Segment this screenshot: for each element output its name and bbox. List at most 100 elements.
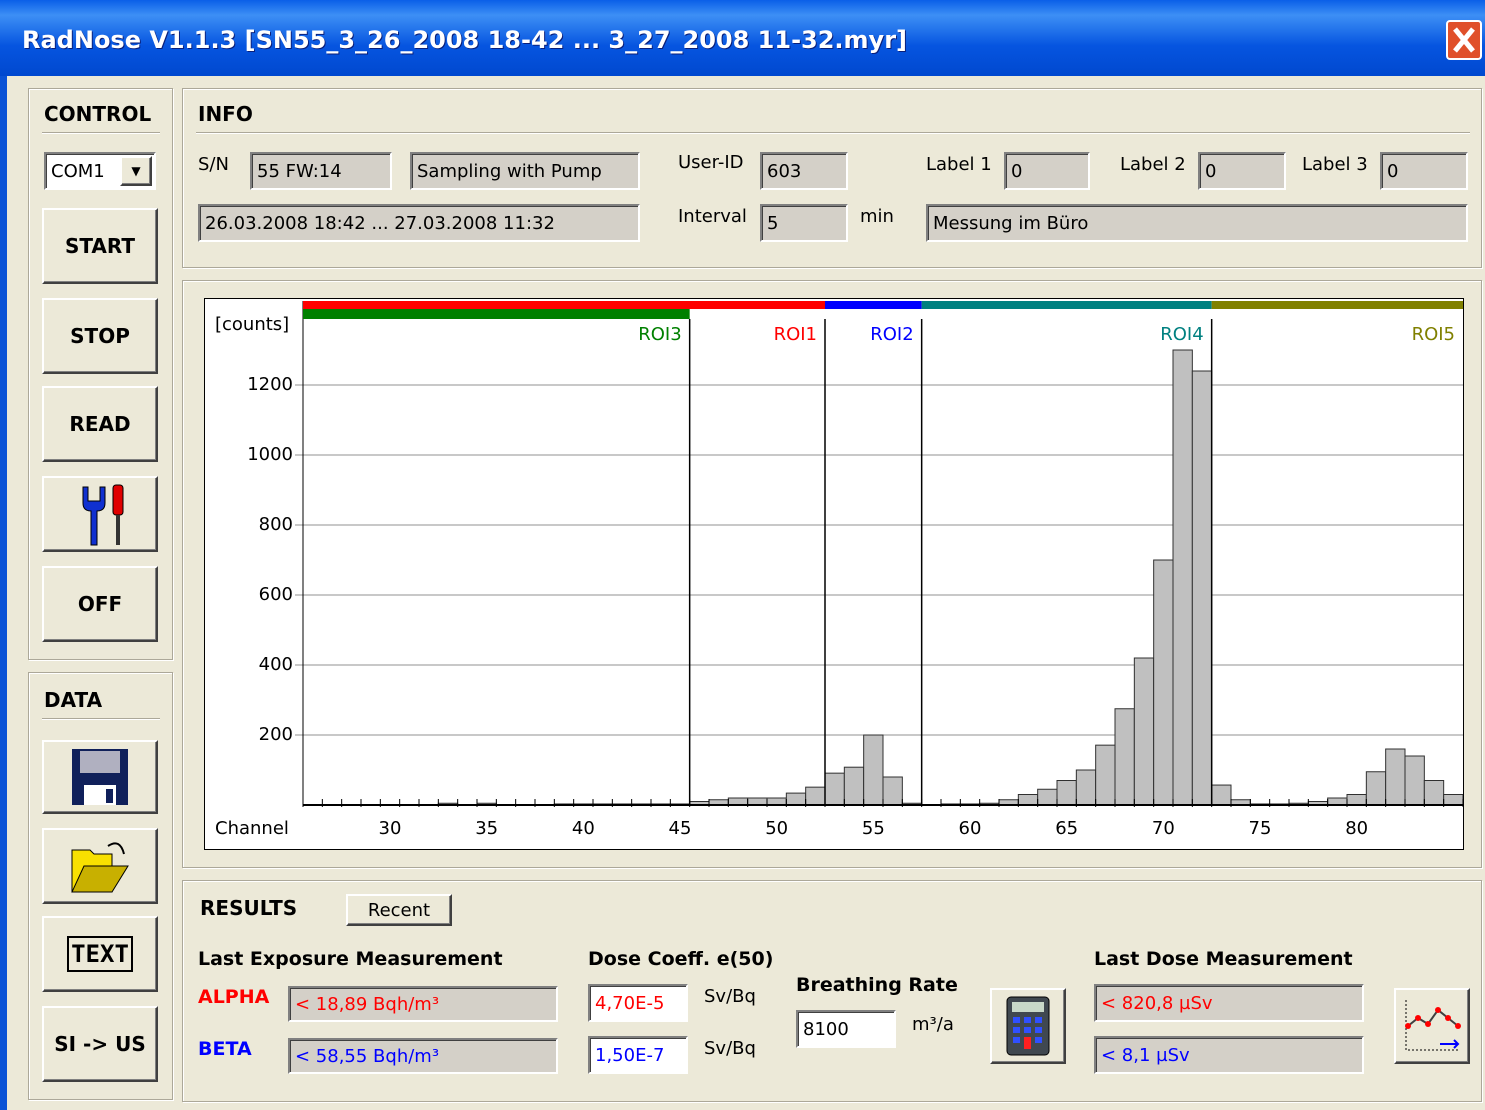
read-button[interactable]: READ (42, 386, 158, 462)
roi-label: ROI1 (774, 324, 817, 345)
bar (805, 786, 826, 806)
alpha-label: ALPHA (198, 986, 270, 1008)
label1-field: 0 (1004, 152, 1090, 190)
label2-label: Label 2 (1120, 154, 1186, 175)
coeff-unit: Sv/Bq (704, 986, 756, 1007)
interval-field[interactable]: 5 (760, 204, 848, 242)
window-title: RadNose V1.1.3 [SN55_3_26_2008 18-42 ...… (22, 26, 907, 54)
bar (1075, 769, 1097, 806)
y-tick-label: 400 (259, 654, 293, 675)
bar (1423, 780, 1445, 806)
unit-button[interactable]: SI -> US (42, 1006, 158, 1082)
bar (1443, 794, 1463, 806)
settings-button[interactable] (42, 476, 158, 552)
off-button[interactable]: OFF (42, 566, 158, 642)
exposure-heading: Last Exposure Measurement (198, 948, 503, 970)
bar (882, 776, 903, 806)
chart-panel (182, 280, 1482, 868)
y-tick-label: 800 (259, 514, 293, 535)
x-tick-label: 75 (1249, 818, 1272, 839)
interval-label: Interval (678, 206, 747, 227)
tools-icon (82, 484, 124, 546)
x-tick-label: 40 (572, 818, 595, 839)
results-panel (182, 880, 1482, 1102)
bar (1346, 794, 1367, 806)
close-button[interactable] (1446, 20, 1482, 60)
bar (863, 734, 884, 806)
control-panel (28, 88, 173, 660)
dose-beta: < 8,1 µSv (1094, 1036, 1364, 1074)
bar (1191, 370, 1213, 806)
save-button[interactable] (42, 740, 158, 814)
calculator-icon (1006, 996, 1050, 1056)
label3-label: Label 3 (1302, 154, 1368, 175)
trend-icon (1405, 1000, 1461, 1051)
bar (766, 797, 787, 806)
bar (1114, 708, 1135, 806)
label2-field: 0 (1198, 152, 1286, 190)
coeff-beta[interactable]: 1,50E-7 (588, 1036, 688, 1074)
roi-label: ROI2 (870, 324, 913, 345)
spectrum-chart: [counts] Channel 200 400 600 800 1000 1200 30 35 4… (204, 298, 1464, 850)
bar (1153, 559, 1174, 806)
dropdown-arrow[interactable]: ▼ (120, 156, 152, 186)
x-tick-label: 30 (379, 818, 402, 839)
label3-field: 0 (1380, 152, 1468, 190)
bar (1037, 788, 1058, 806)
separator (42, 718, 160, 720)
breathing-unit: m³/a (912, 1014, 954, 1035)
dose-heading: Last Dose Measurement (1094, 948, 1353, 970)
roi-band (921, 301, 1212, 309)
roi-band (1211, 301, 1463, 309)
bar (785, 792, 807, 806)
y-tick-label: 1200 (247, 374, 293, 395)
separator (42, 132, 160, 134)
breathing-field[interactable]: 8100 (796, 1010, 896, 1048)
bar (1056, 780, 1077, 806)
x-tick-label: 70 (1152, 818, 1175, 839)
y-tick-label: 600 (259, 584, 293, 605)
text-export-button[interactable]: TEXT (42, 916, 158, 992)
close-icon (1453, 27, 1475, 53)
coeff-alpha[interactable]: 4,70E-5 (588, 984, 688, 1022)
trend-button[interactable] (1394, 988, 1470, 1064)
bar (727, 797, 749, 806)
x-tick-label: 55 (862, 818, 885, 839)
x-tick-label: 45 (669, 818, 692, 839)
bar (747, 797, 768, 806)
comment-field: Messung im Büro (926, 204, 1468, 242)
breathing-heading: Breathing Rate (796, 974, 958, 996)
user-field: 603 (760, 152, 848, 190)
label1-label: Label 1 (926, 154, 992, 175)
roi-band (825, 301, 922, 309)
beta-label: BETA (198, 1038, 252, 1060)
separator (196, 132, 1470, 134)
stop-button[interactable]: STOP (42, 298, 158, 374)
roi-label: ROI5 (1412, 324, 1455, 345)
start-button[interactable]: START (42, 208, 158, 284)
mode-field: Sampling with Pump (410, 152, 640, 190)
recent-button[interactable]: Recent (346, 894, 452, 926)
bar (843, 766, 865, 806)
roi-label: ROI3 (638, 324, 681, 345)
interval-unit: min (860, 206, 894, 227)
data-heading: DATA (44, 688, 103, 712)
x-tick-label: 60 (959, 818, 982, 839)
window-border (0, 76, 7, 1110)
roi-band (303, 301, 825, 309)
folder-icon (71, 842, 129, 893)
beta-exposure: < 58,55 Bqh/m³ (288, 1038, 558, 1074)
bar (1385, 748, 1406, 806)
bar (1172, 349, 1193, 806)
open-button[interactable] (42, 828, 158, 904)
bar (1095, 744, 1116, 806)
title-bar (0, 0, 1485, 76)
x-tick-label: 50 (765, 818, 788, 839)
alpha-exposure: < 18,89 Bqh/m³ (288, 986, 558, 1022)
info-heading: INFO (198, 102, 253, 126)
user-label: User-ID (678, 152, 744, 173)
coeff-heading: Dose Coeff. e(50) (588, 948, 774, 970)
results-heading: RESULTS (200, 896, 298, 920)
calculator-button[interactable] (990, 988, 1066, 1064)
y-tick-label: 1000 (247, 444, 293, 465)
